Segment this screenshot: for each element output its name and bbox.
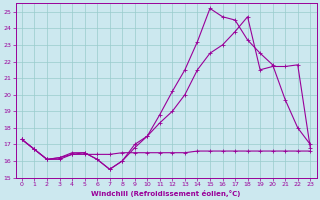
X-axis label: Windchill (Refroidissement éolien,°C): Windchill (Refroidissement éolien,°C) xyxy=(92,190,241,197)
